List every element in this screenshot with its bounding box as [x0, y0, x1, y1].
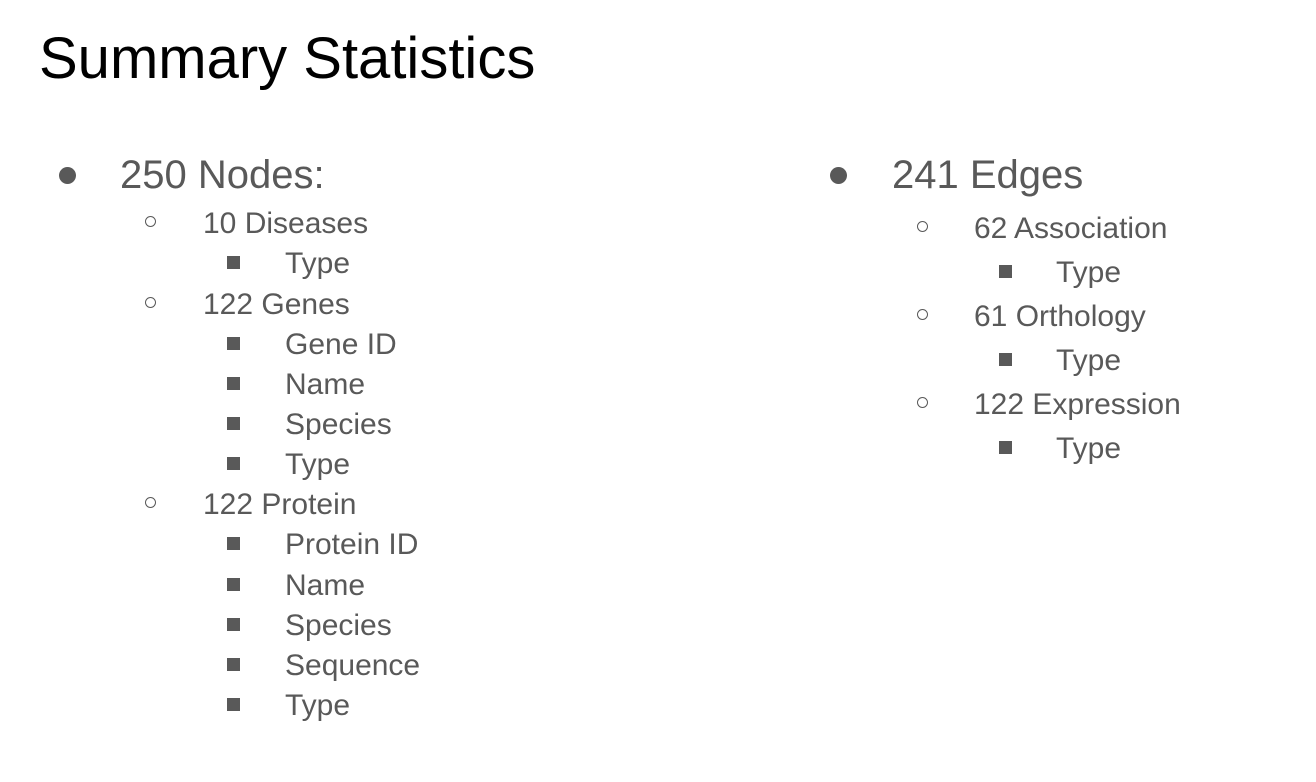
square-bullet-icon [227, 457, 240, 470]
hollow-circle-bullet-icon [145, 497, 156, 508]
edge-group-label: 62 Association [974, 212, 1168, 245]
node-attribute-label: Type [285, 689, 351, 722]
hollow-circle-bullet-icon [145, 297, 156, 308]
node-group-protein: 122 Protein [0, 485, 700, 521]
node-attribute-item: Name [0, 365, 700, 401]
nodes-heading-item: 250 Nodes: [0, 155, 700, 199]
node-group-label: 122 Protein [203, 488, 357, 521]
square-bullet-icon [999, 265, 1012, 278]
node-group-genes: 122 Genes [0, 285, 700, 321]
node-attribute-label: Species [285, 408, 392, 441]
node-attribute-item: Type [0, 244, 700, 280]
node-attribute-item: Sequence [0, 646, 700, 682]
node-attribute-item: Gene ID [0, 325, 700, 361]
hollow-circle-bullet-icon [917, 397, 928, 408]
node-attribute-label: Type [285, 247, 351, 280]
node-group-diseases: 10 Diseases [0, 204, 700, 240]
square-bullet-icon [227, 537, 240, 550]
node-attribute-item: Name [0, 566, 700, 602]
edges-heading: 241 Edges [892, 153, 1084, 197]
node-attribute-label: Gene ID [285, 328, 397, 361]
node-group-label: 10 Diseases [203, 207, 369, 240]
filled-circle-bullet-icon [59, 167, 76, 184]
slide-title: Summary Statistics [39, 26, 536, 91]
nodes-heading: 250 Nodes: [120, 153, 325, 197]
edges-heading-item: 241 Edges [770, 155, 1310, 199]
hollow-circle-bullet-icon [917, 221, 928, 232]
edge-group-association: 62 Association [770, 209, 1310, 245]
node-group-label: 122 Genes [203, 288, 350, 321]
node-attribute-label: Type [285, 448, 351, 481]
square-bullet-icon [227, 256, 240, 269]
edge-group-orthology: 61 Orthology [770, 297, 1310, 333]
square-bullet-icon [227, 658, 240, 671]
edge-group-label: 61 Orthology [974, 300, 1146, 333]
square-bullet-icon [999, 353, 1012, 366]
edge-attribute-item: Type [770, 253, 1310, 289]
square-bullet-icon [999, 441, 1012, 454]
square-bullet-icon [227, 698, 240, 711]
hollow-circle-bullet-icon [145, 216, 156, 227]
node-attribute-item: Species [0, 405, 700, 441]
filled-circle-bullet-icon [830, 167, 847, 184]
edge-attribute-item: Type [770, 429, 1310, 465]
edge-group-expression: 122 Expression [770, 385, 1310, 421]
hollow-circle-bullet-icon [917, 309, 928, 320]
square-bullet-icon [227, 618, 240, 631]
square-bullet-icon [227, 377, 240, 390]
edge-attribute-label: Type [1056, 256, 1122, 289]
square-bullet-icon [227, 417, 240, 430]
square-bullet-icon [227, 578, 240, 591]
edge-attribute-label: Type [1056, 432, 1122, 465]
square-bullet-icon [227, 337, 240, 350]
node-attribute-label: Protein ID [285, 528, 419, 561]
node-attribute-label: Sequence [285, 649, 421, 682]
edge-group-label: 122 Expression [974, 388, 1181, 421]
node-attribute-item: Protein ID [0, 525, 700, 561]
node-attribute-item: Type [0, 445, 700, 481]
node-attribute-label: Name [285, 569, 366, 602]
node-attribute-label: Species [285, 609, 392, 642]
node-attribute-label: Name [285, 368, 366, 401]
node-attribute-item: Type [0, 686, 700, 722]
node-attribute-item: Species [0, 606, 700, 642]
edge-attribute-label: Type [1056, 344, 1122, 377]
edge-attribute-item: Type [770, 341, 1310, 377]
